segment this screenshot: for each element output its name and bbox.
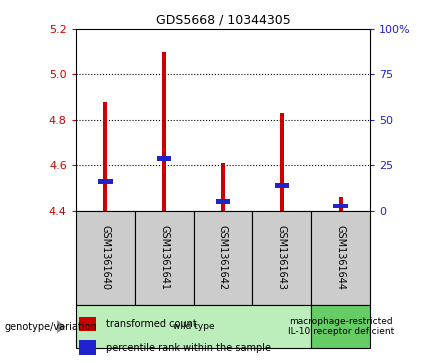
Bar xyxy=(252,211,311,305)
Bar xyxy=(103,102,107,211)
Bar xyxy=(79,317,96,331)
Bar xyxy=(216,199,230,204)
Text: percentile rank within the sample: percentile rank within the sample xyxy=(106,343,271,352)
Text: transformed count: transformed count xyxy=(106,319,197,329)
Bar xyxy=(79,340,96,355)
Bar xyxy=(275,183,289,188)
Bar xyxy=(311,305,370,348)
Bar xyxy=(194,211,252,305)
Bar xyxy=(311,211,370,305)
Text: GSM1361643: GSM1361643 xyxy=(277,225,287,290)
Bar xyxy=(98,179,113,184)
Bar xyxy=(76,211,135,305)
Text: genotype/variation: genotype/variation xyxy=(4,322,97,332)
Text: wild type: wild type xyxy=(173,322,214,331)
Text: macrophage-restricted
IL-10 receptor deficient: macrophage-restricted IL-10 receptor def… xyxy=(288,317,394,337)
Bar xyxy=(280,113,284,211)
Bar xyxy=(76,305,311,348)
Text: GSM1361640: GSM1361640 xyxy=(100,225,110,290)
Text: GSM1361641: GSM1361641 xyxy=(159,225,169,290)
Text: GSM1361644: GSM1361644 xyxy=(336,225,346,290)
Text: GSM1361642: GSM1361642 xyxy=(218,225,228,290)
Bar xyxy=(333,204,348,208)
Bar xyxy=(135,211,194,305)
Title: GDS5668 / 10344305: GDS5668 / 10344305 xyxy=(155,13,291,26)
Bar xyxy=(221,163,225,211)
Polygon shape xyxy=(57,320,66,333)
Bar xyxy=(339,197,343,211)
Bar xyxy=(162,52,166,211)
Bar xyxy=(157,156,171,161)
